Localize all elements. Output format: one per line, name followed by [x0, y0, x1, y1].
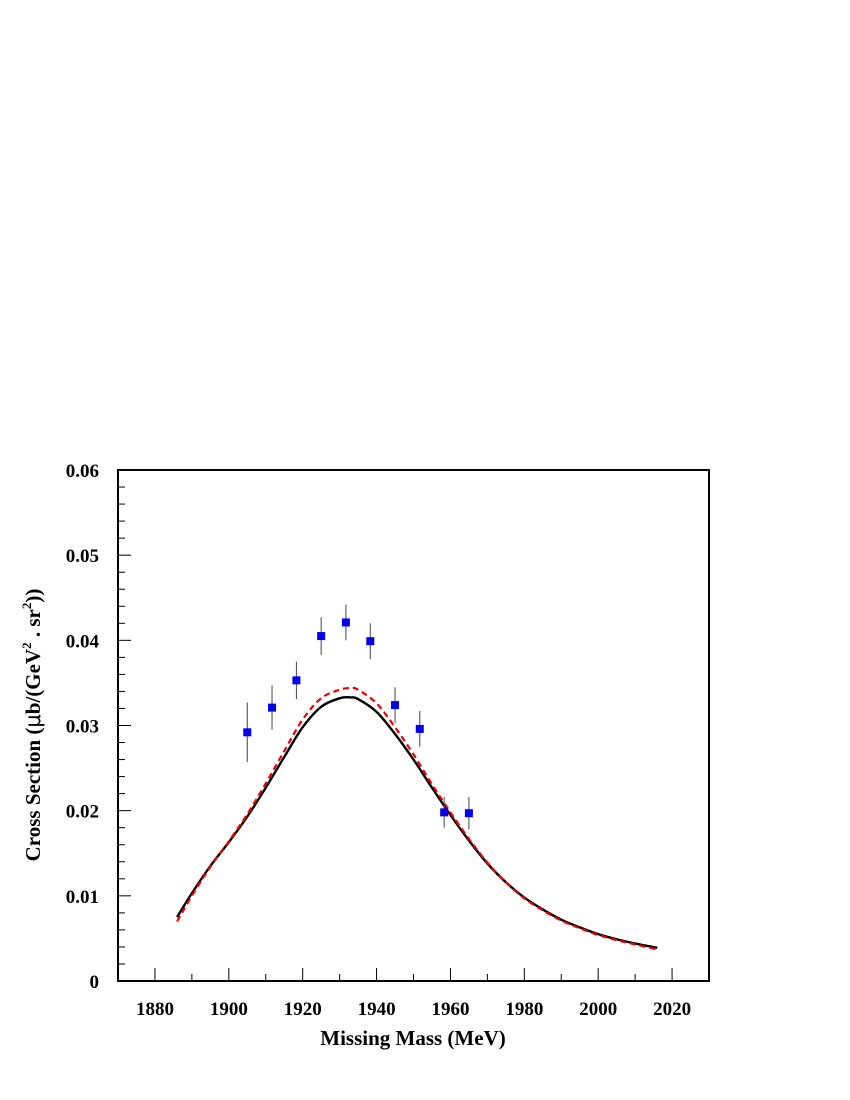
data-point	[341, 618, 350, 627]
y-title-sep: . sr	[21, 609, 45, 642]
x-tick-label: 1920	[284, 999, 322, 1020]
data-point	[464, 809, 473, 818]
y-tick-label: 0	[90, 972, 100, 993]
data-point	[243, 728, 252, 737]
y-tick-label: 0.06	[66, 461, 99, 482]
data-point	[415, 724, 424, 733]
y-tick-label: 0.01	[66, 887, 99, 908]
y-title-sup1: 2	[19, 642, 34, 649]
y-title-mu: μ	[21, 714, 45, 727]
y-title-close: ))	[21, 589, 45, 603]
y-axis-title: Cross Section (μb/(GeV2 . sr2))	[19, 589, 45, 862]
data-point	[317, 632, 326, 641]
y-tick-labels: 0 0.01 0.02 0.03 0.04 0.05 0.06	[66, 461, 100, 993]
y-title-sup2: 2	[19, 603, 34, 610]
x-tick-label: 1980	[505, 999, 543, 1020]
x-tick-label: 1880	[136, 999, 174, 1020]
x-tick-label: 2000	[579, 999, 617, 1020]
plot-frame	[117, 469, 710, 982]
x-tick-labels: 1880 1900 1920 1940 1960 1980 2000 2020	[136, 999, 691, 1020]
data-point	[391, 701, 400, 710]
y-tick-label: 0.02	[66, 802, 99, 823]
x-tick-label: 1960	[431, 999, 469, 1020]
curves-layer	[176, 686, 658, 951]
x-tick-label: 2020	[653, 999, 691, 1020]
red-dashed-curve	[176, 686, 658, 951]
tick-marks	[117, 469, 710, 982]
data-point	[440, 808, 449, 817]
data-point	[268, 703, 277, 712]
data-point	[292, 676, 301, 685]
x-tick-label: 1940	[358, 999, 396, 1020]
y-tick-label: 0.03	[66, 717, 99, 738]
x-tick-label: 1900	[210, 999, 248, 1020]
y-tick-label: 0.05	[66, 546, 99, 567]
data-points-layer	[243, 604, 473, 830]
y-tick-label: 0.04	[66, 631, 100, 652]
y-title-unit: b/(GeV	[21, 649, 45, 714]
black-solid-curve	[176, 695, 658, 949]
data-point	[366, 637, 375, 646]
x-axis-title: Missing Mass (MeV)	[320, 1026, 505, 1050]
y-title-main: Cross Section (	[21, 728, 45, 862]
